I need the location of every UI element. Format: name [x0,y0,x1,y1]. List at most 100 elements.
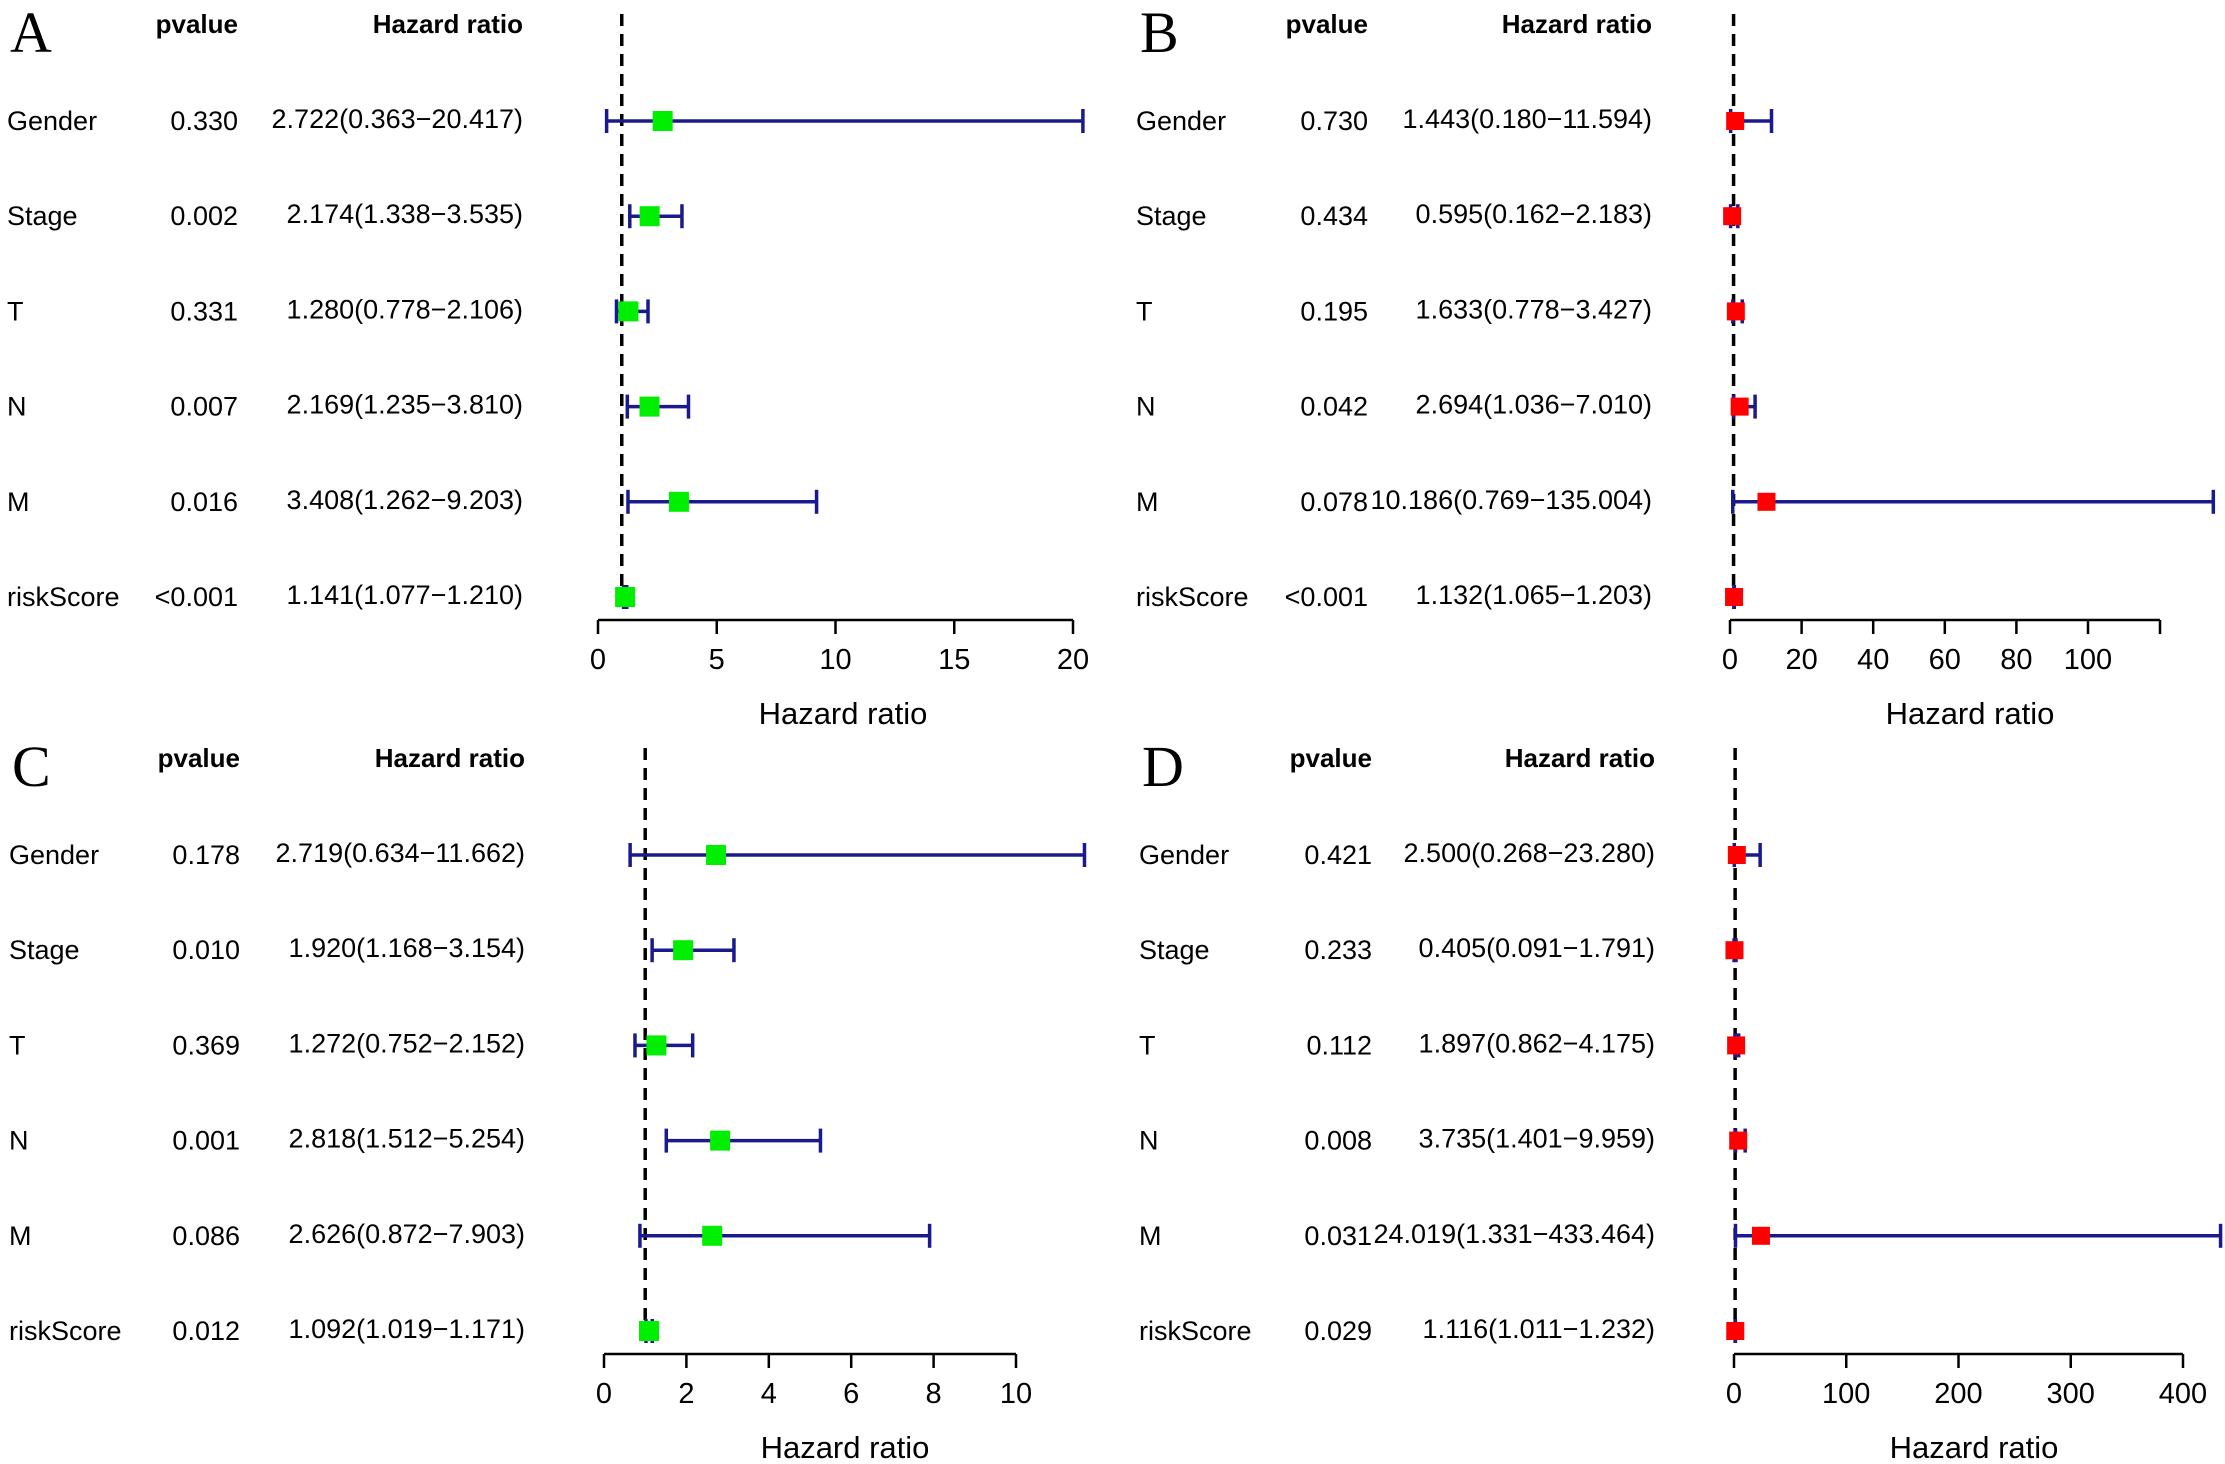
hazard-ratio-point [1726,112,1745,130]
forest-row-n: N 0.042 2.694(1.036−7.010) [1136,390,1757,422]
x-tick-label: 2 [678,1378,694,1410]
row-hazard-ratio-text: 1.920(1.168−3.154) [289,933,525,963]
row-hazard-ratio-text: 3.735(1.401−9.959) [1419,1124,1655,1154]
forest-row-n: N 0.001 2.818(1.512−5.254) [9,1124,823,1156]
row-pvalue: 0.010 [172,935,240,965]
row-label: T [7,296,24,326]
row-pvalue: 0.434 [1300,201,1368,231]
row-hazard-ratio-text: 24.019(1.331−433.464) [1374,1219,1656,1249]
forest-row-m: M 0.078 10.186(0.769−135.004) [1136,485,2216,517]
row-hazard-ratio-text: 2.500(0.268−23.280) [1404,838,1655,868]
row-label: N [7,392,27,422]
row-label: Gender [1139,840,1229,870]
forest-row-stage: Stage 0.434 0.595(0.162−2.183) [1136,199,1742,231]
x-axis-title: Hazard ratio [1890,1430,2059,1464]
x-tick-label: 40 [1857,644,1889,676]
x-tick-label: 10 [1000,1378,1032,1410]
pvalue-header: pvalue [1286,9,1368,39]
hazard-ratio-header: Hazard ratio [1505,743,1655,773]
forest-row-gender: Gender 0.330 2.722(0.363−20.417) [7,104,1085,136]
row-label: M [1136,487,1159,517]
row-hazard-ratio-text: 10.186(0.769−135.004) [1371,485,1653,515]
hazard-ratio-point [702,1225,723,1246]
x-tick-label: 0 [1722,644,1738,676]
x-axis-title: Hazard ratio [1886,696,2055,731]
panel-letter: A [10,0,52,65]
x-tick-label: 5 [709,644,725,676]
x-tick-label: 300 [2047,1378,2095,1410]
row-label: Gender [1136,106,1226,136]
hazard-ratio-point [1725,941,1744,960]
hazard-ratio-point [1751,1226,1770,1245]
x-axis: 0 5 10 15 20 Hazard ratio [590,618,1089,731]
forest-row-t: T 0.195 1.633(0.778−3.427) [1136,294,1745,326]
x-tick-label: 60 [1929,644,1961,676]
row-hazard-ratio-text: 1.443(0.180−11.594) [1403,104,1652,134]
row-label: M [1139,1221,1162,1251]
forest-row-t: T 0.331 1.280(0.778−2.106) [7,294,650,326]
row-pvalue: <0.001 [155,582,238,612]
row-pvalue: 0.012 [172,1316,240,1346]
forest-row-gender: Gender 0.421 2.500(0.268−23.280) [1139,838,1762,870]
hazard-ratio-point [673,940,694,961]
x-axis: 0 100 200 300 400 Hazard ratio [1726,1352,2207,1464]
row-label: Stage [9,935,80,965]
row-label: T [9,1030,26,1060]
hazard-ratio-point [639,396,660,417]
row-hazard-ratio-text: 1.633(0.778−3.427) [1416,294,1652,324]
row-label: T [1136,296,1153,326]
row-pvalue: 0.007 [170,392,238,422]
hazard-ratio-point [646,1035,667,1056]
forest-row-riskscore: riskScore <0.001 1.132(1.065−1.203) [1136,580,1744,612]
row-pvalue: 0.178 [172,840,240,870]
x-tick-label: 100 [2064,644,2112,676]
pvalue-header: pvalue [156,9,238,39]
hazard-ratio-header: Hazard ratio [375,743,525,773]
row-label: N [1136,392,1156,422]
row-label: riskScore [1136,582,1249,612]
row-hazard-ratio-text: 2.719(0.634−11.662) [276,838,525,868]
row-pvalue: 0.001 [172,1126,240,1156]
row-pvalue: <0.001 [1285,582,1368,612]
hazard-ratio-point [652,111,673,131]
row-hazard-ratio-text: 2.694(1.036−7.010) [1416,390,1652,420]
row-hazard-ratio-text: 1.897(0.862−4.175) [1419,1028,1655,1058]
x-axis: 0 2 4 6 8 10 Hazard ratio [596,1352,1032,1464]
forest-row-gender: Gender 0.178 2.719(0.634−11.662) [9,838,1087,870]
x-tick-label: 0 [596,1378,612,1410]
hazard-ratio-point [1727,1036,1746,1055]
row-label: T [1139,1030,1156,1060]
x-axis: 0 20 40 60 80 100 Hazard ratio [1722,618,2162,731]
hazard-ratio-point [1730,397,1749,416]
forest-row-m: M 0.016 3.408(1.262−9.203) [7,485,819,517]
row-label: Stage [1136,201,1207,231]
forest-row-m: M 0.031 24.019(1.331−433.464) [1139,1219,2223,1251]
x-axis-title: Hazard ratio [759,696,928,731]
x-tick-label: 20 [1057,644,1089,676]
hazard-ratio-header: Hazard ratio [1502,9,1652,39]
hazard-ratio-point [638,1321,659,1341]
row-pvalue: 0.730 [1300,106,1368,136]
forest-row-stage: Stage 0.010 1.920(1.168−3.154) [9,933,736,965]
row-pvalue: 0.331 [170,296,238,326]
row-pvalue: 0.112 [1306,1030,1372,1060]
hazard-ratio-header: Hazard ratio [373,9,523,39]
x-tick-label: 4 [761,1378,777,1410]
hazard-ratio-point [1729,1131,1748,1150]
forest-row-m: M 0.086 2.626(0.872−7.903) [9,1219,932,1251]
row-pvalue: 0.008 [1304,1126,1372,1156]
pvalue-header: pvalue [158,743,240,773]
x-tick-label: 100 [1822,1378,1870,1410]
x-tick-label: 15 [938,644,970,676]
row-hazard-ratio-text: 1.132(1.065−1.203) [1416,580,1652,610]
row-label: M [7,487,30,517]
row-hazard-ratio-text: 2.174(1.338−3.535) [287,199,523,229]
hazard-ratio-point [1726,302,1745,321]
row-hazard-ratio-text: 2.626(0.872−7.903) [289,1219,525,1249]
hazard-ratio-point [710,1130,731,1151]
row-pvalue: 0.421 [1304,840,1372,870]
panel-letter: D [1142,734,1184,799]
row-hazard-ratio-text: 2.169(1.235−3.810) [287,390,523,420]
